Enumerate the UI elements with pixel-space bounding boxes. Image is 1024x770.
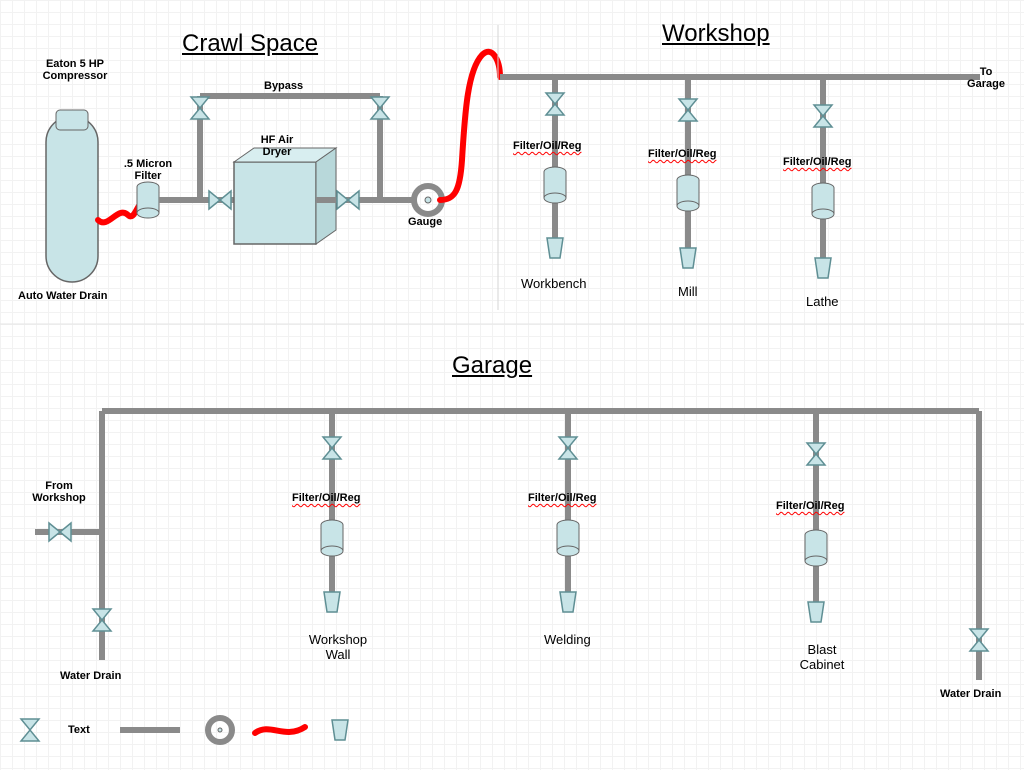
label-water-drain-right: Water Drain bbox=[940, 688, 1001, 700]
label-for-mill: Filter/Oil/Reg bbox=[648, 148, 716, 160]
title-garage: Garage bbox=[452, 352, 532, 380]
drop-workbench bbox=[544, 77, 566, 258]
title-crawl-space: Crawl Space bbox=[182, 30, 318, 58]
valve-right-drain bbox=[970, 629, 988, 651]
legend-text: Text bbox=[68, 724, 90, 736]
drop-welding bbox=[557, 411, 579, 612]
label-for-welding: Filter/Oil/Reg bbox=[528, 492, 596, 504]
label-workshop-wall: WorkshopWall bbox=[298, 632, 378, 662]
label-compressor: Eaton 5 HPCompressor bbox=[30, 58, 120, 82]
label-for-wswall: Filter/Oil/Reg bbox=[292, 492, 360, 504]
label-gauge: Gauge bbox=[408, 216, 442, 228]
hose-to-workshop bbox=[440, 52, 500, 200]
drop-lathe bbox=[812, 77, 834, 278]
valve-post-dryer bbox=[337, 191, 359, 209]
valve-left-drain bbox=[93, 609, 111, 631]
label-for-lathe: Filter/Oil/Reg bbox=[783, 156, 851, 168]
label-blast-cabinet: BlastCabinet bbox=[792, 642, 852, 672]
label-bypass: Bypass bbox=[264, 80, 303, 92]
valve-from-workshop bbox=[49, 523, 71, 541]
compressor bbox=[46, 110, 98, 282]
label-workbench: Workbench bbox=[521, 276, 587, 291]
label-lathe: Lathe bbox=[806, 294, 839, 309]
filter-5micron bbox=[137, 182, 159, 218]
label-to-garage: ToGarage bbox=[960, 66, 1012, 90]
label-from-workshop: FromWorkshop bbox=[24, 480, 94, 504]
hf-air-dryer bbox=[234, 148, 336, 244]
label-auto-water-drain: Auto Water Drain bbox=[18, 290, 107, 302]
title-workshop: Workshop bbox=[662, 20, 770, 48]
label-welding: Welding bbox=[544, 632, 591, 647]
valve-pre-dryer bbox=[209, 191, 231, 209]
label-for-workbench: Filter/Oil/Reg bbox=[513, 140, 581, 152]
drop-workshop-wall bbox=[321, 411, 343, 612]
label-mill: Mill bbox=[678, 284, 698, 299]
label-for-blast: Filter/Oil/Reg bbox=[776, 500, 844, 512]
label-5micron: .5 MicronFilter bbox=[112, 158, 184, 182]
valve-bypass-left bbox=[191, 97, 209, 119]
drop-mill bbox=[677, 77, 699, 268]
hose-compressor-to-filter bbox=[98, 204, 140, 222]
valve-bypass-right bbox=[371, 97, 389, 119]
label-water-drain-left: Water Drain bbox=[60, 670, 121, 682]
label-dryer: HF AirDryer bbox=[252, 134, 302, 158]
drop-blast-cabinet bbox=[805, 411, 827, 622]
piping-diagram bbox=[0, 0, 1024, 770]
